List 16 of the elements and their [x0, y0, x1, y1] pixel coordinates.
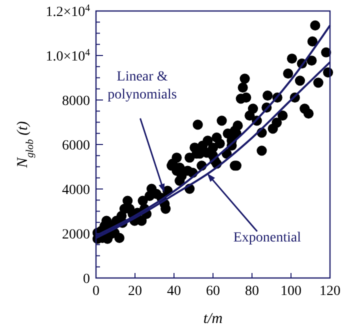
- y-tick-label: 1.0×10$^{4}$: [46, 46, 90, 64]
- y-tick-label: 8000: [62, 94, 90, 109]
- x-tick-label: 20: [128, 284, 142, 299]
- annotation: Exponential: [233, 230, 302, 246]
- y-tick-label: 2000: [62, 227, 90, 242]
- y-tick-label: 6000: [62, 138, 90, 154]
- y-tick-label: 0: [83, 272, 90, 287]
- y-tick-label: 1.2×10$^{4}$: [46, 2, 90, 20]
- x-tick-label: 40: [167, 284, 181, 299]
- x-tick-label: 80: [245, 284, 259, 299]
- x-tick-label: 60: [206, 284, 220, 299]
- y-tick-label: 4000: [62, 182, 90, 198]
- x-tick-label: 120: [320, 284, 340, 299]
- x-axis-title: t/m: [203, 311, 223, 327]
- x-tick-label: 100: [280, 284, 302, 299]
- annotation: Linear & polynomials: [108, 69, 177, 102]
